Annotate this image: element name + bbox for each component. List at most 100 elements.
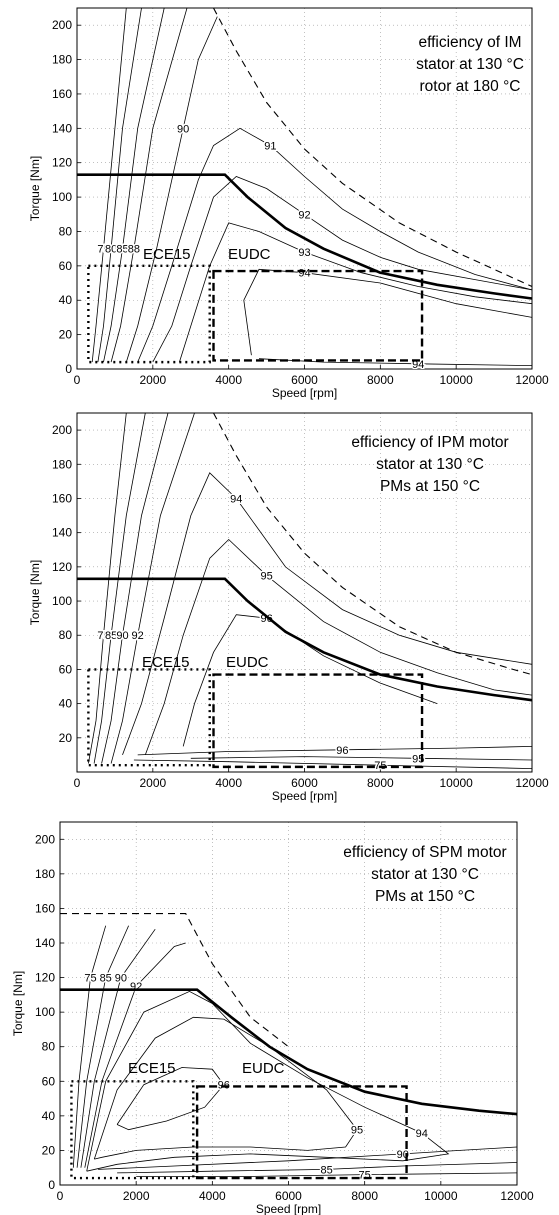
x-tick-label: 10000 bbox=[439, 373, 473, 387]
eudc-box bbox=[212, 673, 424, 769]
y-tick-label: 60 bbox=[59, 662, 73, 676]
contour-label: 80 bbox=[105, 244, 117, 256]
x-tick-label: 2000 bbox=[123, 1189, 150, 1203]
contour-label: 75 bbox=[359, 1170, 371, 1182]
y-tick-label: 80 bbox=[42, 1040, 56, 1054]
contour-label: 90 bbox=[115, 973, 127, 985]
contour-label: 93 bbox=[298, 247, 310, 259]
ece15-label: ECE15 bbox=[128, 1060, 176, 1077]
efficiency-contour-75 bbox=[88, 413, 127, 764]
y-tick-label: 200 bbox=[52, 423, 72, 437]
contour-label: 94 bbox=[416, 1128, 428, 1140]
annotation-line: efficiency of IM bbox=[418, 34, 521, 51]
contour-label: 75 bbox=[97, 244, 109, 256]
x-tick-label: 10000 bbox=[424, 1189, 458, 1203]
x-tick-label: 8000 bbox=[367, 373, 394, 387]
contour-label: 85 bbox=[116, 244, 128, 256]
x-tick-label: 10000 bbox=[439, 776, 473, 790]
y-axis-label: Torque [Nm] bbox=[28, 560, 42, 625]
efficiency-contour-92 bbox=[110, 413, 195, 764]
contour-label: 94 bbox=[412, 359, 424, 371]
contour-label: 85 bbox=[100, 973, 112, 985]
y-axis-label: Torque [Nm] bbox=[11, 971, 25, 1036]
efficiency-contour-94 bbox=[258, 358, 532, 366]
efficiency-contour-94 bbox=[243, 268, 532, 356]
x-tick-label: 4000 bbox=[215, 373, 242, 387]
y-tick-label: 40 bbox=[42, 1109, 56, 1123]
y-tick-label: 180 bbox=[35, 867, 55, 881]
annotation-line: efficiency of IPM motor bbox=[351, 434, 508, 451]
y-tick-label: 120 bbox=[52, 156, 72, 170]
eudc-label: EUDC bbox=[226, 654, 269, 671]
efficiency-contour-96 bbox=[137, 746, 532, 756]
efficiency-contour-90 bbox=[101, 413, 169, 764]
y-tick-label: 20 bbox=[59, 328, 73, 342]
y-tick-label: 140 bbox=[52, 121, 72, 135]
x-tick-label: 0 bbox=[74, 776, 81, 790]
contour-label: 90 bbox=[116, 630, 128, 642]
limit-curve bbox=[213, 8, 532, 288]
x-tick-label: 0 bbox=[57, 1189, 64, 1203]
y-tick-label: 200 bbox=[35, 832, 55, 846]
efficiency-contour-95 bbox=[144, 538, 532, 756]
x-tick-label: 6000 bbox=[291, 373, 318, 387]
contour-label: 96 bbox=[336, 745, 348, 757]
max-torque-curve bbox=[60, 988, 517, 1116]
annotation-line: PMs at 150 °C bbox=[375, 888, 475, 905]
contour-label: 92 bbox=[132, 630, 144, 642]
x-tick-label: 12000 bbox=[500, 1189, 534, 1203]
max-torque-curve bbox=[77, 173, 532, 300]
x-tick-label: 12000 bbox=[515, 373, 549, 387]
y-tick-label: 20 bbox=[59, 731, 73, 745]
efficiency-contour-92 bbox=[152, 176, 532, 363]
limit-curve bbox=[60, 913, 289, 1048]
efficiency-contour-90 bbox=[80, 928, 156, 1168]
y-tick-label: 100 bbox=[52, 594, 72, 608]
eudc-box bbox=[195, 1085, 408, 1180]
ece15-label: ECE15 bbox=[143, 246, 191, 263]
y-tick-label: 80 bbox=[59, 628, 73, 642]
efficiency-map-panel-2: 0 2000 4000 6000 8000 10000 12000 20 40 60 80 100 12… bbox=[28, 412, 549, 803]
y-axis-label: Torque [Nm] bbox=[28, 156, 42, 221]
annotation-line: PMs at 150 °C bbox=[380, 478, 480, 495]
y-tick-label: 180 bbox=[52, 457, 72, 471]
y-tick-label: 0 bbox=[65, 362, 72, 376]
y-tick-label: 60 bbox=[59, 259, 73, 273]
max-torque-curve bbox=[77, 577, 532, 702]
limit-curve bbox=[213, 413, 532, 676]
y-tick-label: 20 bbox=[42, 1143, 56, 1157]
efficiency-contour-91 bbox=[137, 127, 532, 363]
ece15-label: ECE15 bbox=[142, 654, 190, 671]
y-tick-label: 40 bbox=[59, 293, 73, 307]
eudc-label: EUDC bbox=[242, 1060, 285, 1077]
efficiency-map-panel-3: 0 2000 4000 6000 8000 10000 12000 0 20 40 60 80 100 1… bbox=[11, 821, 534, 1215]
annotation-line: stator at 130 °C bbox=[371, 866, 479, 883]
efficiency-contour-94 bbox=[86, 990, 450, 1172]
ece15-box bbox=[87, 668, 211, 767]
contour-label: 90 bbox=[177, 123, 189, 135]
contour-label: 94 bbox=[298, 268, 310, 280]
efficiency-contour-88 bbox=[110, 8, 188, 363]
annotation-line: efficiency of SPM motor bbox=[343, 844, 506, 861]
y-tick-label: 120 bbox=[52, 560, 72, 574]
y-tick-label: 160 bbox=[35, 901, 55, 915]
efficiency-contour-95 bbox=[190, 756, 532, 761]
y-tick-label: 40 bbox=[59, 697, 73, 711]
efficiency-contour-85 bbox=[93, 413, 146, 764]
contour-label: 94 bbox=[230, 493, 242, 505]
y-tick-label: 180 bbox=[52, 53, 72, 67]
y-tick-label: 160 bbox=[52, 87, 72, 101]
annotation-line: stator at 130 °C bbox=[376, 456, 484, 473]
x-tick-label: 4000 bbox=[199, 1189, 226, 1203]
x-tick-label: 6000 bbox=[291, 776, 318, 790]
efficiency-contour-90 bbox=[98, 1146, 517, 1170]
x-tick-label: 2000 bbox=[139, 776, 166, 790]
contour-label: 95 bbox=[351, 1125, 363, 1137]
y-tick-label: 140 bbox=[35, 936, 55, 950]
contour-label: 91 bbox=[264, 141, 276, 153]
efficiency-contour-95 bbox=[93, 1016, 358, 1160]
efficiency-contour-90 bbox=[125, 16, 218, 363]
x-tick-label: 8000 bbox=[351, 1189, 378, 1203]
contour-label: 75 bbox=[97, 630, 109, 642]
efficiency-contour-85 bbox=[117, 1162, 517, 1174]
